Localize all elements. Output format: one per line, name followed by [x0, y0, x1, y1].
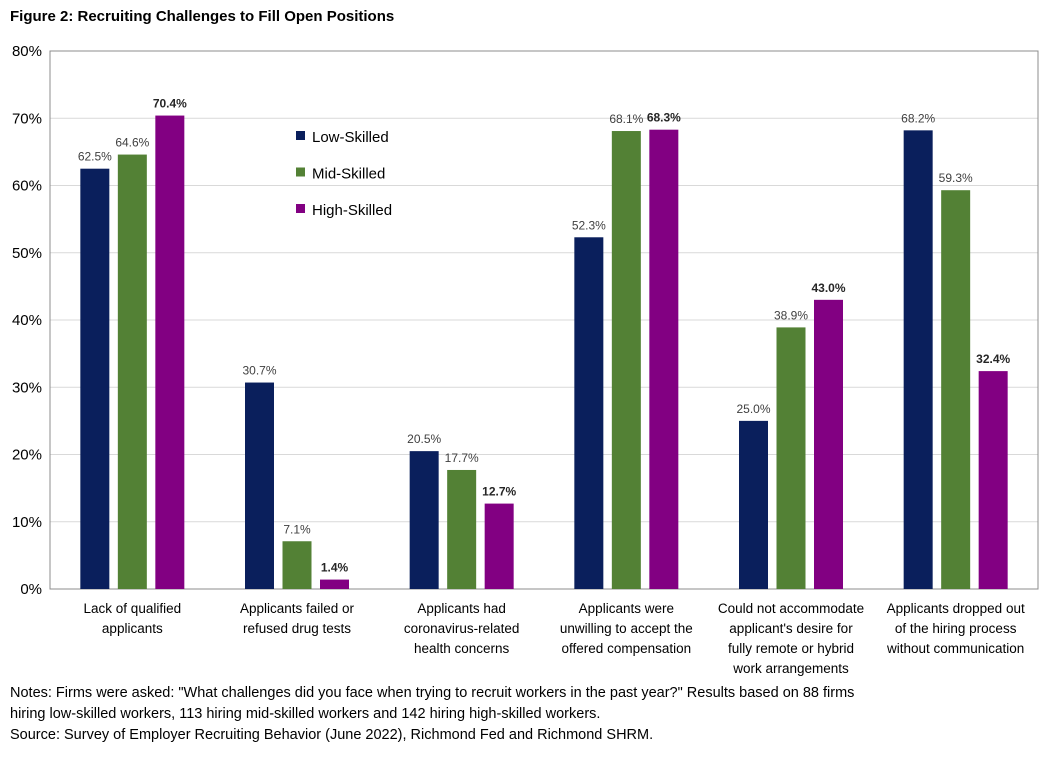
notes: Notes: Firms were asked: "What challenge…: [10, 683, 854, 746]
data-label: 30.7%: [242, 364, 276, 378]
x-category-label-line: Applicants had: [417, 601, 506, 616]
y-tick-label: 10%: [12, 514, 42, 531]
x-category-label: Applicants were unwilling to accept the of…: [560, 601, 693, 656]
legend-label: Mid-Skilled: [312, 166, 385, 183]
x-category-label: Lack of qualified applicants: [84, 601, 182, 636]
legend-swatch: [296, 204, 305, 213]
data-label: 68.1%: [609, 112, 643, 126]
x-category-label-line: fully remote or hybrid: [728, 641, 854, 656]
figure-title: Figure 2: Recruiting Challenges to Fill …: [10, 8, 395, 25]
y-axis: 0% 10% 20% 30% 40% 50% 60% 70% 80%: [12, 43, 42, 598]
source-line: Source: Survey of Employer Recruiting Be…: [10, 727, 654, 743]
x-category-label-line: health concerns: [414, 641, 510, 656]
x-category-label: Applicants had coronavirus-related health …: [404, 601, 520, 656]
bar: [978, 371, 1008, 589]
x-category-label-line: Applicants dropped out: [887, 601, 1025, 616]
bar-chart: 0% 10% 20% 30% 40% 50% 60% 70% 80% 62.5%64.6% 70.…: [12, 43, 1039, 676]
data-label: 25.0%: [736, 402, 770, 416]
bar: [649, 129, 679, 589]
y-tick-label: 40%: [12, 312, 42, 329]
data-label: 20.5%: [407, 432, 441, 446]
x-category-label-line: Lack of qualified: [84, 601, 182, 616]
x-category-label: Applicants dropped out of the hiring proc…: [886, 601, 1025, 656]
x-category-label-line: without communication: [886, 641, 1024, 656]
bars: 62.5%64.6% 70.4% 30.7% 7.1% 1.4% 20.5% 17.7% 12…: [78, 97, 1011, 590]
x-category-label-line: unwilling to accept the: [560, 621, 693, 636]
data-label: 12.7%: [482, 485, 516, 499]
bar: [611, 131, 641, 589]
x-category-label: Could not accommodate applicant's desire …: [718, 601, 864, 676]
data-label: 64.6%: [115, 136, 149, 150]
bar: [447, 469, 477, 589]
bar: [320, 579, 349, 589]
y-tick-label: 30%: [12, 379, 42, 396]
y-tick-label: 50%: [12, 245, 42, 262]
data-label: 62.5%: [78, 150, 112, 164]
data-label: 43.0%: [811, 281, 845, 295]
notes-line-1: Notes: Firms were asked: "What challenge…: [10, 685, 855, 701]
data-label: 68.3%: [647, 111, 681, 125]
bar: [941, 190, 971, 589]
data-label: 17.7%: [445, 451, 479, 465]
x-category-label-line: coronavirus-related: [404, 621, 520, 636]
legend-swatch: [296, 167, 305, 177]
data-label: 68.2%: [901, 111, 935, 125]
x-category-label-line: work arrangements: [732, 661, 849, 676]
plot-area-border: [49, 50, 1039, 590]
x-category-label-line: Could not accommodate: [718, 601, 864, 616]
y-tick-label: 70%: [12, 110, 42, 127]
x-category-label-line: applicants: [102, 621, 163, 636]
data-label: 7.1%: [283, 522, 311, 536]
x-category-label-line: Applicants were: [579, 601, 674, 616]
x-category-label-line: applicant's desire for: [729, 621, 853, 636]
x-axis: Lack of qualified applicants Applicants fa…: [84, 601, 1025, 676]
bar: [814, 299, 843, 589]
bar: [282, 541, 312, 589]
y-tick-label: 60%: [12, 178, 42, 195]
notes-line-2: hiring low-skilled workers, 113 hiring m…: [10, 706, 601, 722]
y-tick-label: 80%: [12, 43, 42, 60]
bar: [117, 154, 147, 589]
data-label: 1.4%: [321, 561, 349, 575]
bar: [484, 503, 514, 589]
x-category-label-line: Applicants failed or: [240, 601, 355, 616]
x-category-label: Applicants failed or refused drug tests: [240, 601, 355, 636]
bar: [739, 420, 768, 589]
x-category-label-line: refused drug tests: [243, 621, 351, 636]
bar: [409, 451, 439, 589]
x-category-label-line: of the hiring process: [895, 621, 1017, 636]
data-label: 59.3%: [939, 171, 973, 185]
legend-swatch: [296, 131, 305, 140]
legend-label: High-Skilled: [312, 202, 392, 219]
bar: [776, 327, 806, 589]
bar: [574, 237, 604, 589]
bar: [245, 382, 274, 589]
y-tick-label: 0%: [20, 581, 42, 598]
bar: [155, 115, 185, 589]
bar: [80, 168, 110, 589]
data-label: 32.4%: [976, 352, 1010, 366]
data-label: 38.9%: [774, 308, 808, 322]
gridlines: [49, 50, 1039, 590]
x-category-label-line: offered compensation: [562, 641, 692, 656]
legend: Low-Skilled Mid-Skilled High-Skilled: [296, 129, 392, 219]
data-label: 52.3%: [572, 218, 606, 232]
bar: [903, 130, 933, 590]
y-tick-label: 20%: [12, 447, 42, 464]
legend-label: Low-Skilled: [312, 129, 389, 146]
data-label: 70.4%: [153, 97, 187, 111]
